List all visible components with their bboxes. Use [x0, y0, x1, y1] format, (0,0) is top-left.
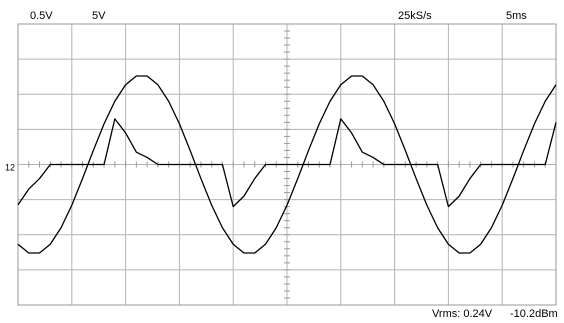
- channel-a-scale: 0.5V: [30, 10, 53, 22]
- channel-b-scale: 5V: [92, 10, 106, 22]
- time-base: 5ms: [506, 10, 527, 22]
- trace: [17, 75, 557, 254]
- plot-border: [17, 23, 557, 306]
- dbm-readout: -10.2dBm: [510, 308, 558, 320]
- vrms-readout: Vrms: 0.24V: [432, 308, 493, 320]
- channel-marker: 12: [5, 162, 15, 172]
- sample-rate: 25kS/s: [398, 10, 432, 22]
- trace: [17, 118, 557, 208]
